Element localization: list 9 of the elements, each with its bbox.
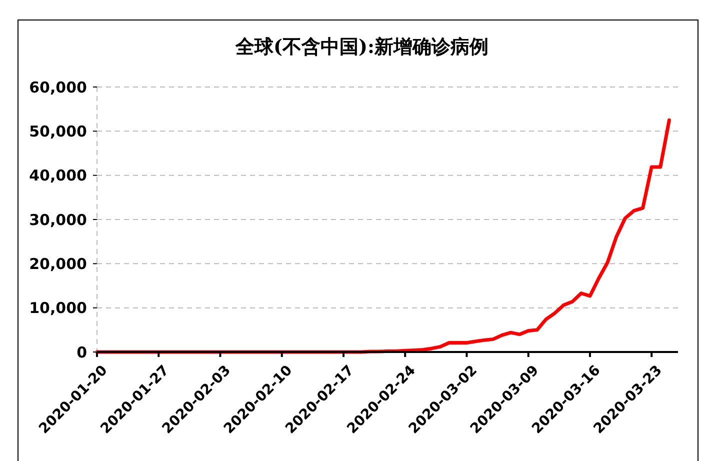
y-tick-label: 60,000	[29, 78, 87, 96]
y-tick-label: 10,000	[29, 299, 87, 318]
chart-title: 全球(不含中国):新增确诊病例	[234, 36, 488, 58]
y-tick-label: 0	[76, 343, 87, 362]
y-tick-label: 20,000	[29, 254, 87, 273]
line-series	[95, 118, 671, 354]
y-tick-label: 30,000	[29, 210, 87, 229]
y-tick-label: 50,000	[29, 122, 87, 140]
y-tick-label: 40,000	[29, 166, 87, 185]
